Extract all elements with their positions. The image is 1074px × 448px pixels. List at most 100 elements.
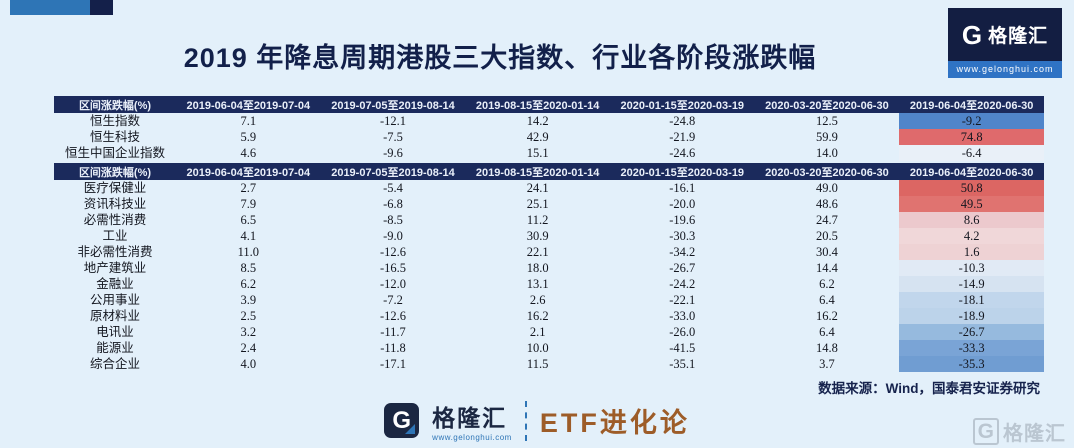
value-cell: 3.2 <box>240 324 257 339</box>
value-cell: 22.1 <box>526 244 549 259</box>
value-cell: -7.5 <box>383 129 403 144</box>
cumulative-cell: 74.8 <box>899 129 1044 145</box>
value-cell: -11.7 <box>380 324 406 339</box>
value-cell: -16.5 <box>379 260 406 275</box>
decorative-bar-navy <box>90 0 113 15</box>
value-cell: -17.1 <box>379 356 406 371</box>
value-cell: -24.6 <box>669 145 696 160</box>
watermark-g-icon: G <box>972 417 999 446</box>
watermark: G 格隆汇 <box>972 417 1066 446</box>
value-cell: 15.1 <box>526 145 549 160</box>
value-cell: 14.2 <box>526 113 549 128</box>
value-cell: -12.6 <box>379 244 406 259</box>
value-cell: 14.8 <box>816 340 838 355</box>
table-row: 原材料业 2.5 -12.6 16.2 -33.0 16.2 -18.9 <box>54 308 1044 324</box>
cumulative-cell: -26.7 <box>899 324 1044 340</box>
value-cell: -19.6 <box>669 212 696 227</box>
value-cell: -9.6 <box>383 145 403 160</box>
value-cell: 3.7 <box>819 356 835 371</box>
footer-series-title: ETF进化论 <box>539 408 690 438</box>
value-cell: 30.4 <box>816 244 838 259</box>
cumulative-cell: -35.3 <box>899 356 1044 372</box>
value-cell: 2.7 <box>240 180 257 195</box>
footer-brand-name: 格隆汇 <box>432 405 508 431</box>
value-cell: -24.2 <box>669 276 696 291</box>
brand-url: www.gelonghui.com <box>948 61 1062 78</box>
value-cell: 2.4 <box>240 340 257 355</box>
value-cell: -41.5 <box>669 340 696 355</box>
value-cell: 24.1 <box>526 180 549 195</box>
column-header: 2019-08-15至2020-01-14 <box>465 163 610 180</box>
brand-g-icon: G <box>961 19 983 50</box>
cumulative-cell: -18.1 <box>899 292 1044 308</box>
column-header: 2020-01-15至2020-03-19 <box>609 163 755 180</box>
row-label: 医疗保健业 <box>83 180 147 195</box>
value-cell: -26.0 <box>669 324 696 339</box>
value-cell: -30.3 <box>669 228 696 243</box>
footer-g-icon: G <box>384 403 420 438</box>
value-cell: 6.2 <box>240 276 257 291</box>
value-cell: -7.2 <box>383 292 403 307</box>
value-cell: 11.0 <box>237 244 260 259</box>
value-cell: 20.5 <box>816 228 838 243</box>
tables-container: 区间涨跌幅(%) 2019-06-04至2019-07-04 2019-07-05至… <box>54 96 1044 372</box>
value-cell: 30.9 <box>526 228 549 243</box>
value-cell: -5.4 <box>383 180 403 195</box>
value-cell: 18.0 <box>526 260 549 275</box>
value-cell: 2.6 <box>529 292 546 307</box>
value-cell: 8.5 <box>240 260 257 275</box>
column-header: 区间涨跌幅(%) <box>54 96 176 113</box>
row-label: 能源业 <box>96 340 134 355</box>
column-header: 2019-07-05至2019-08-14 <box>320 96 466 113</box>
value-cell: -11.8 <box>380 340 406 355</box>
value-cell: -35.1 <box>669 356 696 371</box>
table-row: 能源业 2.4 -11.8 10.0 -41.5 14.8 -33.3 <box>54 340 1044 356</box>
row-label: 必需性消费 <box>83 212 147 227</box>
value-cell: 24.7 <box>816 212 838 227</box>
value-cell: 11.5 <box>526 356 549 371</box>
column-header: 2019-06-04至2019-07-04 <box>176 96 321 113</box>
value-cell: 10.0 <box>526 340 549 355</box>
cumulative-cell: -14.9 <box>899 276 1044 292</box>
cumulative-cell: -6.4 <box>899 145 1044 161</box>
value-cell: 6.2 <box>819 276 835 291</box>
row-label: 恒生中国企业指数 <box>64 145 165 160</box>
value-cell: -6.8 <box>383 196 403 211</box>
table-row: 公用事业 3.9 -7.2 2.6 -22.1 6.4 -18.1 <box>54 292 1044 308</box>
row-label: 非必需性消费 <box>77 244 153 259</box>
table-row: 资讯科技业 7.9 -6.8 25.1 -20.0 48.6 49.5 <box>54 196 1044 212</box>
row-label: 公用事业 <box>89 292 140 307</box>
column-header: 2019-06-04至2020-06-30 <box>899 163 1044 180</box>
value-cell: -12.0 <box>379 276 406 291</box>
row-label: 原材料业 <box>89 308 140 323</box>
sectors-table: 区间涨跌幅(%) 2019-06-04至2019-07-04 2019-07-05至… <box>54 163 1044 372</box>
value-cell: -34.2 <box>669 244 696 259</box>
footer-brand-url: www.gelonghui.com <box>432 433 512 442</box>
value-cell: 12.5 <box>816 113 838 128</box>
value-cell: -21.9 <box>669 129 696 144</box>
footer-brand-block: 格隆汇 www.gelonghui.com <box>432 399 512 442</box>
column-header: 2019-08-15至2020-01-14 <box>465 96 610 113</box>
value-cell: 6.4 <box>819 324 835 339</box>
value-cell: 16.2 <box>816 308 838 323</box>
value-cell: 6.5 <box>240 212 257 227</box>
value-cell: 3.9 <box>240 292 257 307</box>
table-row: 恒生指数 7.1 -12.1 14.2 -24.8 12.5 -9.2 <box>54 113 1044 129</box>
value-cell: 16.2 <box>526 308 549 323</box>
value-cell: 6.4 <box>819 292 835 307</box>
value-cell: 14.0 <box>816 145 838 160</box>
row-label: 综合企业 <box>89 356 140 371</box>
decorative-bar <box>10 0 113 15</box>
value-cell: 14.4 <box>816 260 838 275</box>
value-cell: 5.9 <box>240 129 257 144</box>
column-header: 2020-01-15至2020-03-19 <box>609 96 755 113</box>
row-label: 地产建筑业 <box>83 260 147 275</box>
value-cell: 13.1 <box>526 276 549 291</box>
indices-table: 区间涨跌幅(%) 2019-06-04至2019-07-04 2019-07-05至… <box>54 96 1044 161</box>
cumulative-cell: -10.3 <box>899 260 1044 276</box>
footer-divider <box>524 400 527 441</box>
value-cell: -24.8 <box>669 113 696 128</box>
column-header: 2020-03-20至2020-06-30 <box>754 163 900 180</box>
decorative-bar-blue <box>10 0 90 15</box>
value-cell: 25.1 <box>526 196 549 211</box>
